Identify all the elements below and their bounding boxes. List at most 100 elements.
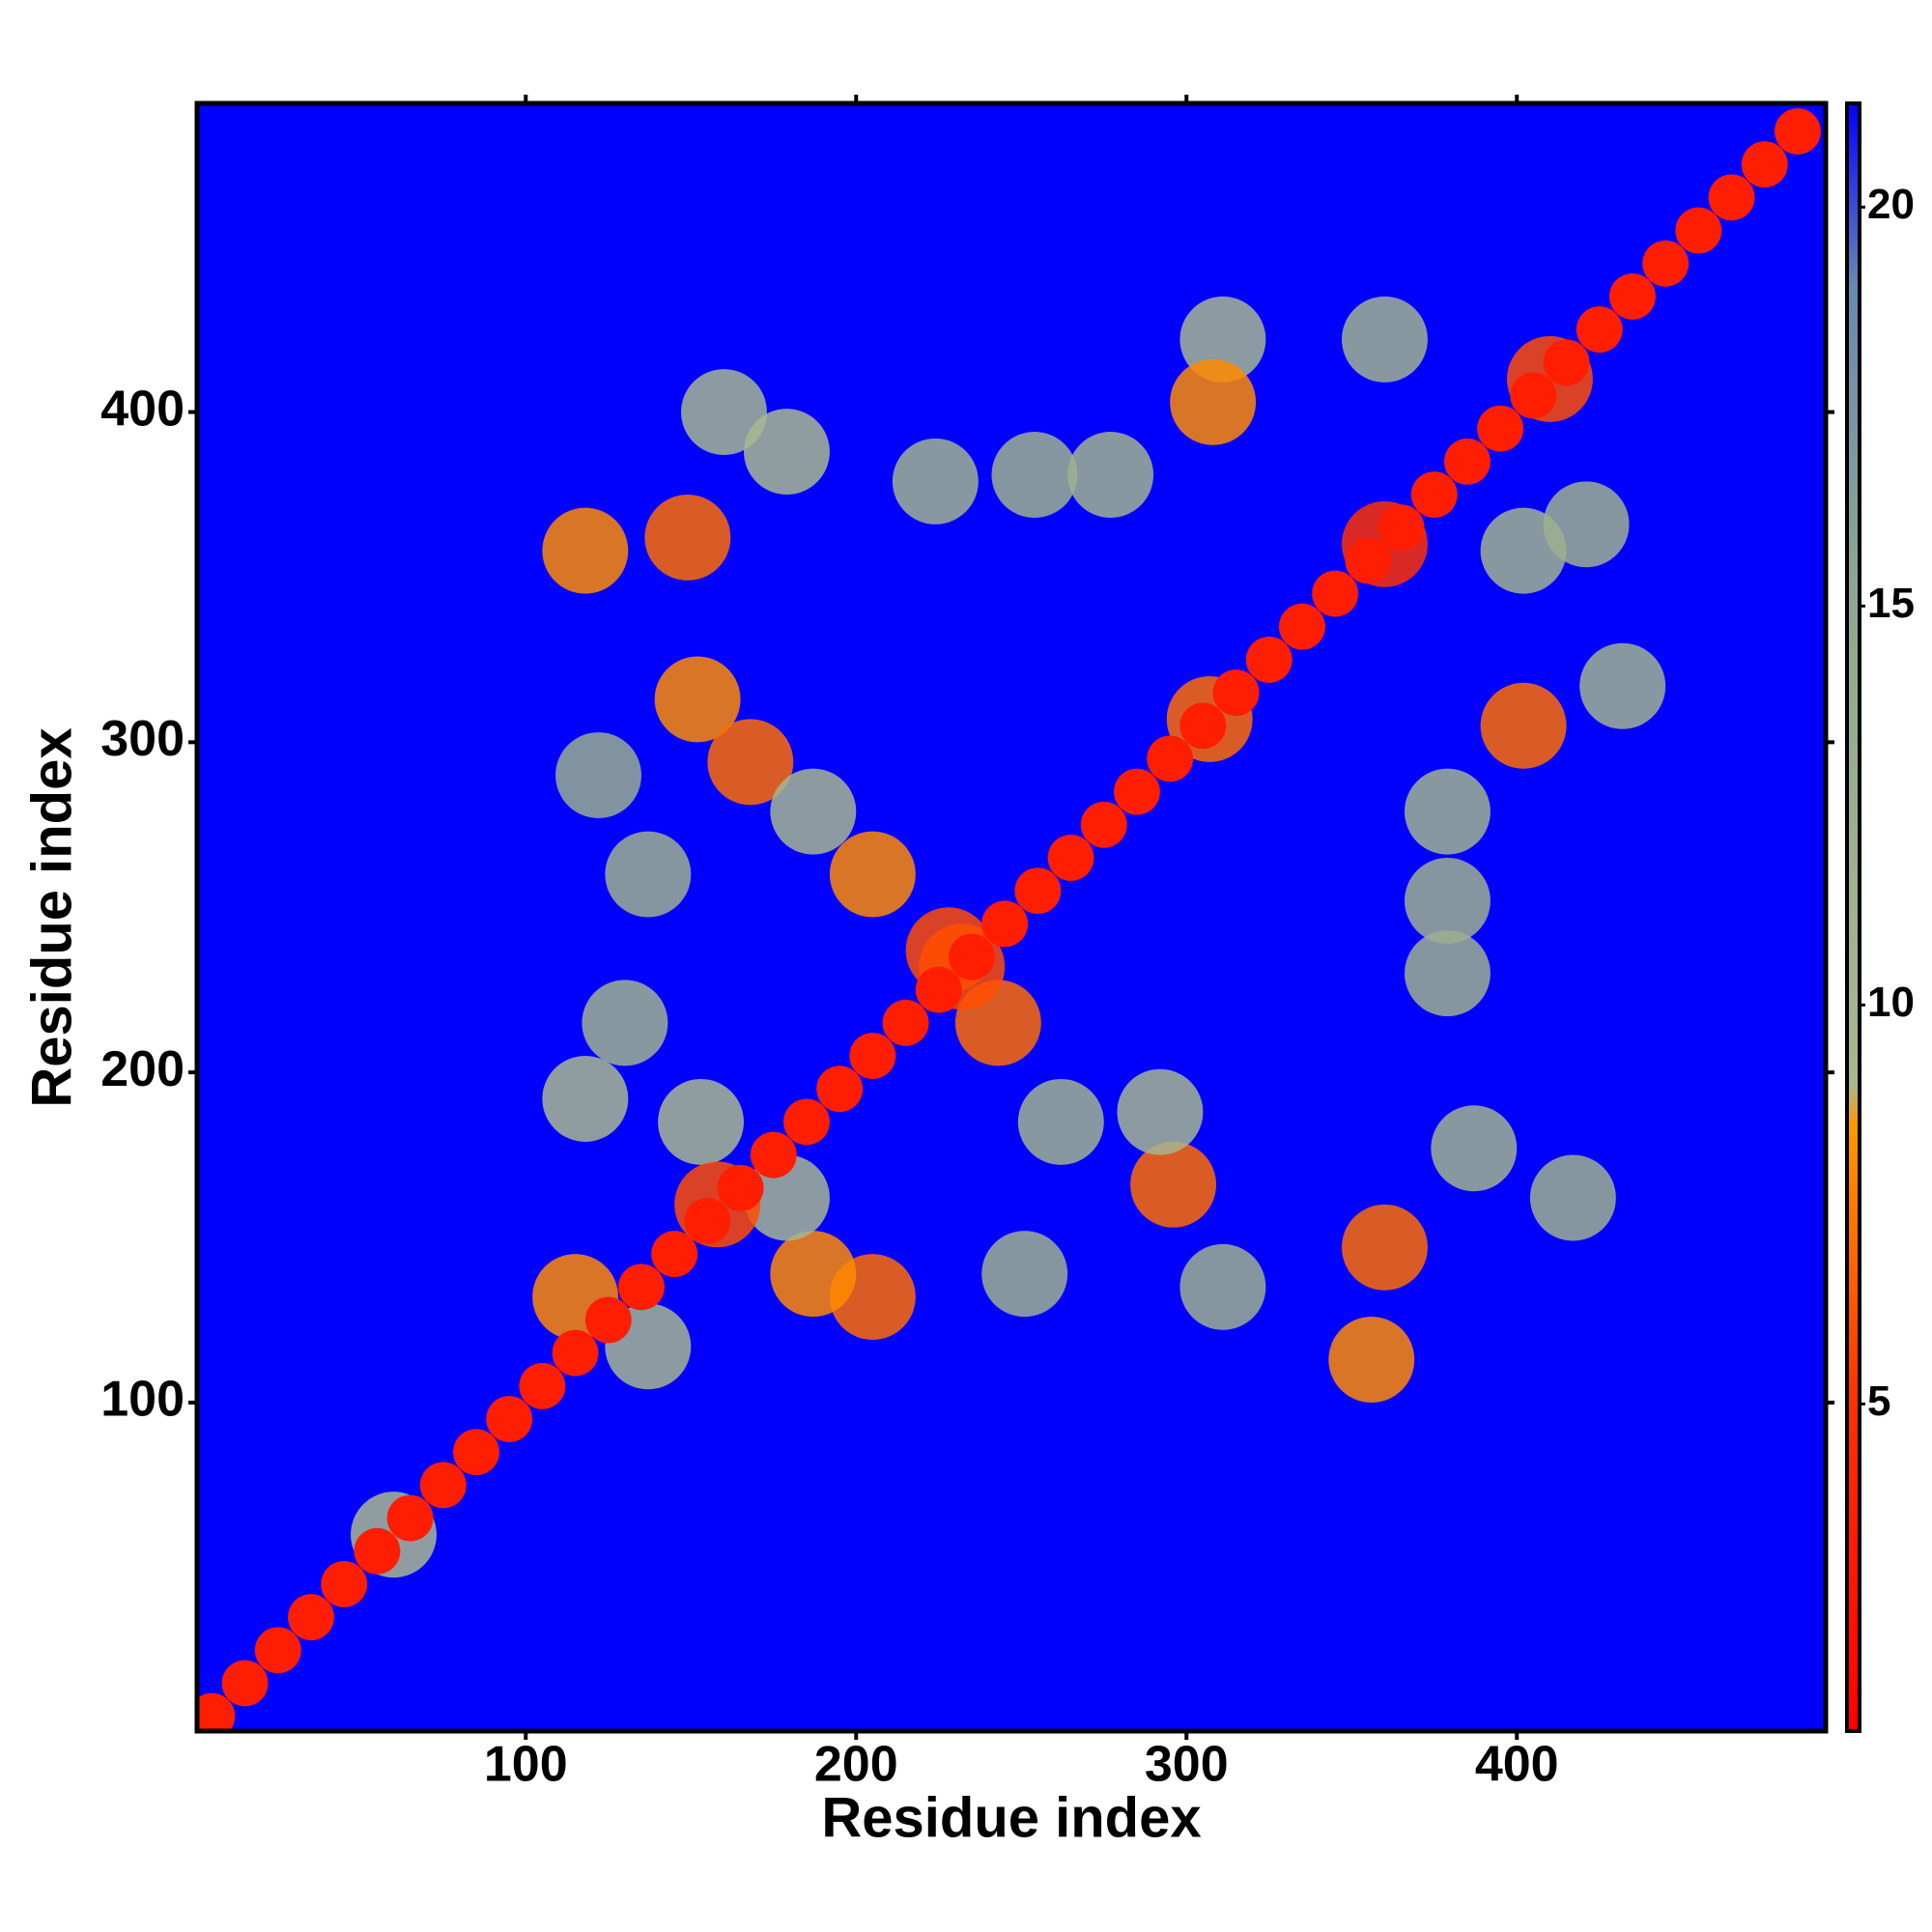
plot-frame	[194, 100, 1829, 1734]
heatmap-cell	[552, 1329, 599, 1377]
colorbar-tick-label: 5	[1867, 1378, 1890, 1425]
heatmap-cell	[1179, 702, 1227, 750]
heatmap-cell	[1774, 108, 1821, 155]
heatmap-cell	[386, 1494, 434, 1542]
heatmap-cell	[555, 732, 641, 818]
heatmap-cell	[197, 1692, 236, 1731]
colorbar-tick-label: 20	[1867, 181, 1915, 228]
heatmap-cell	[1279, 603, 1325, 650]
heatmap-cell	[1410, 471, 1458, 518]
heatmap-cell	[1404, 930, 1491, 1017]
heatmap-cell	[717, 1164, 764, 1211]
heatmap-cell	[1130, 1141, 1217, 1228]
heatmap-cell	[1147, 735, 1194, 782]
heatmap-cell	[1117, 1068, 1204, 1155]
heatmap-cell	[1477, 405, 1524, 452]
colorbar-tick-label: 10	[1867, 979, 1915, 1026]
heatmap-cell	[829, 831, 916, 918]
heatmap-cell	[486, 1396, 533, 1442]
heatmap-cell	[1444, 438, 1491, 485]
cells	[197, 108, 1821, 1731]
heatmap-cell	[849, 1033, 896, 1079]
y-tick-label: 400	[100, 381, 185, 437]
heatmap-cell	[321, 1560, 368, 1607]
heatmap-cell	[654, 656, 741, 743]
heatmap-cell	[254, 1627, 301, 1674]
heatmap-cell	[618, 1264, 665, 1311]
heatmap-cell	[1170, 358, 1257, 445]
heatmap-cell	[770, 768, 857, 855]
heatmap-cell	[1642, 240, 1690, 287]
heatmap-cell	[1312, 570, 1359, 617]
heatmap-cell	[1179, 1243, 1266, 1330]
heatmap-cell	[684, 1198, 731, 1244]
heatmap-cell	[783, 1098, 830, 1146]
heatmap-cell	[354, 1527, 401, 1575]
heatmap-cell	[1543, 481, 1630, 568]
x-axis-label: Residue index	[821, 1786, 1201, 1849]
heatmap-cell	[915, 966, 962, 1013]
y-tick-label: 300	[100, 711, 185, 767]
colorbar-tick-label: 15	[1867, 580, 1915, 627]
heatmap-cell	[1047, 835, 1094, 881]
heatmap-cell	[1708, 174, 1755, 221]
heatmap-cell	[1114, 768, 1160, 815]
heatmap-cell	[1345, 537, 1392, 584]
heatmap-cell	[991, 432, 1078, 518]
y-tick-label: 200	[100, 1041, 185, 1097]
x-tick-label: 300	[1145, 1737, 1229, 1793]
heatmap-cell	[1431, 1105, 1518, 1192]
heatmap-cell	[681, 369, 767, 456]
heatmap-cell	[892, 438, 979, 525]
heatmap-cell	[1543, 339, 1590, 386]
heatmap-cell	[1480, 682, 1567, 769]
heatmap-cell	[288, 1594, 334, 1641]
heatmap-cell	[1378, 504, 1425, 552]
heatmap-cell	[221, 1660, 269, 1707]
heatmap-cell	[1579, 642, 1666, 729]
heatmap-cell	[582, 980, 668, 1066]
heatmap-cell	[605, 831, 692, 918]
x-tick-label: 100	[484, 1737, 568, 1793]
heatmap-cell	[658, 1078, 744, 1165]
heatmap-cell	[419, 1462, 467, 1509]
heatmap-cell	[1067, 432, 1154, 518]
heatmap-cell	[949, 933, 995, 980]
heatmap-cell	[743, 409, 830, 496]
heatmap-cell	[542, 1056, 629, 1142]
heatmap-cell	[1212, 669, 1260, 717]
heatmap-cell	[519, 1362, 566, 1409]
heatmap-cell	[1529, 1154, 1616, 1241]
heatmap-cell	[542, 507, 629, 594]
heatmap-cell	[453, 1429, 499, 1476]
heatmap-cell	[816, 1065, 864, 1113]
heatmap-cell	[1341, 296, 1428, 383]
heatmap-cell	[1741, 141, 1788, 188]
heatmap-cell	[1017, 1078, 1104, 1165]
heatmap-cell	[1510, 372, 1557, 419]
heatmap-cell	[981, 900, 1029, 948]
heatmap-cell	[644, 494, 731, 581]
heatmap-cell	[1245, 636, 1293, 683]
colorbar	[1845, 101, 1861, 1733]
heatmap-cell	[882, 999, 929, 1046]
heatmap-cell	[1341, 1204, 1428, 1291]
heatmap-cell	[981, 1231, 1068, 1318]
heatmap-cell	[707, 719, 794, 806]
heatmap-cell	[1014, 867, 1062, 915]
x-tick-label: 200	[814, 1737, 898, 1793]
heatmap-cell	[584, 1296, 632, 1344]
heatmap-cell	[1328, 1317, 1415, 1403]
heatmap-cell	[750, 1131, 797, 1179]
heatmap-cell	[1576, 306, 1623, 354]
heatmap-cell	[1404, 768, 1491, 855]
heatmap-cell	[1675, 207, 1722, 254]
heatmap-cell	[770, 1231, 857, 1318]
y-tick-label: 100	[100, 1372, 185, 1428]
heatmap-cell	[651, 1231, 698, 1278]
heatmap-cell	[1080, 801, 1127, 848]
x-tick-label: 400	[1475, 1737, 1559, 1793]
y-axis-label: Residue index	[20, 727, 83, 1107]
heatmap-cell	[1608, 273, 1656, 320]
